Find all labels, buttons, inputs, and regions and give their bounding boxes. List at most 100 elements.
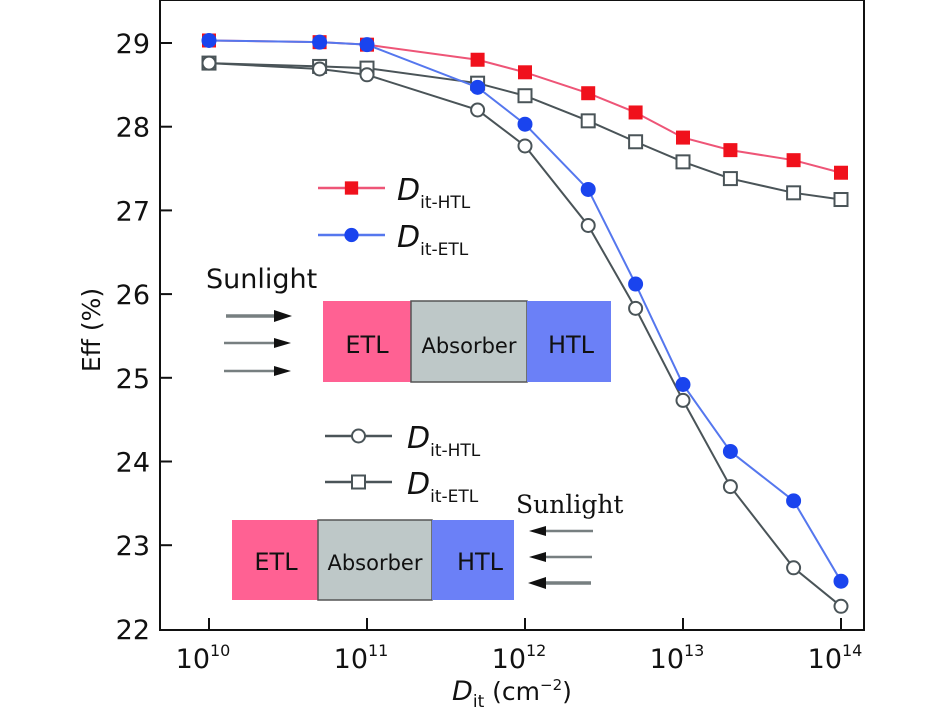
data-point xyxy=(723,143,738,158)
top-arrow-head-icon xyxy=(274,366,291,376)
data-point xyxy=(833,598,849,614)
legend-item: Dit-HTL xyxy=(318,173,471,213)
y-axis: 22 23 24 25 26 27 28 29 xyxy=(116,29,172,646)
series-open-circle xyxy=(201,55,849,614)
data-point xyxy=(518,65,532,80)
y-tick-label: 23 xyxy=(116,531,150,562)
bottom-absorber-layer xyxy=(317,519,433,601)
data-point xyxy=(628,276,644,292)
x-tick-label: 1011 xyxy=(334,641,389,675)
bottom-arrow-head-icon xyxy=(529,526,546,536)
legend-label: Dit-ETL xyxy=(407,467,479,507)
y-tick-label: 25 xyxy=(116,364,150,395)
data-point xyxy=(201,55,217,71)
data-point xyxy=(786,493,802,509)
legend: Dit-HTL Dit-ETL Dit-HTL Dit-ETL xyxy=(318,173,481,507)
series-filled-square xyxy=(202,33,848,180)
bottom-htl-layer xyxy=(432,520,514,600)
data-point xyxy=(628,134,644,150)
data-point xyxy=(581,86,596,101)
x-axis-title-unit: (cm xyxy=(484,677,540,706)
legend-item: Dit-ETL xyxy=(318,220,469,260)
y-tick-label: 28 xyxy=(116,113,150,144)
legend-marker-icon xyxy=(351,428,366,444)
y-tick-label: 29 xyxy=(116,29,150,60)
x-tick-label: 1010 xyxy=(176,641,231,675)
data-point xyxy=(580,181,596,197)
top-sunlight-arrows xyxy=(224,310,292,376)
legend-label: Dit-ETL xyxy=(397,220,469,260)
data-point xyxy=(834,165,848,180)
x-axis-title-unit-close: ) xyxy=(562,677,572,706)
x-tick-label: 1012 xyxy=(492,641,547,675)
legend-marker-icon xyxy=(344,181,359,195)
data-point xyxy=(628,105,643,120)
bottom-arrow-head-icon xyxy=(529,552,546,562)
top-htl-label: HTL xyxy=(548,331,595,359)
legend-marker-icon xyxy=(351,474,366,490)
data-point xyxy=(833,192,849,208)
data-point xyxy=(722,171,738,187)
data-point xyxy=(722,443,738,459)
data-point xyxy=(675,392,691,408)
y-tick-label: 24 xyxy=(116,448,150,479)
top-device-schematic: Sunlight ETL Absorber HTL xyxy=(206,264,611,383)
x-tick-label: 1013 xyxy=(650,641,705,675)
bottom-htl-label: HTL xyxy=(457,548,504,576)
data-point xyxy=(786,185,802,201)
y-tick-label: 26 xyxy=(116,280,150,311)
x-axis: 1010 1011 1012 1013 1014 xyxy=(176,618,863,675)
data-point xyxy=(786,560,802,576)
bottom-absorber-label: Absorber xyxy=(327,551,422,575)
data-point xyxy=(359,37,375,53)
top-etl-layer xyxy=(323,301,411,382)
bottom-device-schematic: ETL Absorber HTL Sunlight xyxy=(232,490,623,601)
data-point xyxy=(676,130,690,145)
data-point xyxy=(628,300,644,316)
top-sunlight-label: Sunlight xyxy=(206,264,317,295)
bottom-etl-label: ETL xyxy=(254,548,298,576)
data-point xyxy=(786,153,801,168)
data-point xyxy=(517,138,533,154)
y-tick-label: 27 xyxy=(116,196,150,227)
data-point xyxy=(470,102,486,118)
top-arrow-head-icon xyxy=(274,338,291,348)
top-absorber-layer xyxy=(410,300,528,383)
data-point xyxy=(470,52,485,67)
bottom-sunlight-arrows xyxy=(528,526,593,589)
data-point xyxy=(833,573,849,589)
data-point xyxy=(201,32,217,48)
bottom-arrow-head-icon xyxy=(528,577,546,589)
x-axis-title-sub: it xyxy=(473,692,485,712)
y-tick-label: 22 xyxy=(116,615,150,646)
top-arrow-head-icon xyxy=(274,310,292,322)
legend-item: Dit-ETL xyxy=(325,467,479,507)
series-layer xyxy=(201,32,849,614)
top-etl-label: ETL xyxy=(345,331,389,359)
data-point xyxy=(359,67,375,83)
data-point xyxy=(470,79,486,95)
data-point xyxy=(517,88,533,104)
legend-marker-icon xyxy=(344,227,359,243)
y-axis-title: Eff (%) xyxy=(77,288,106,372)
data-point xyxy=(580,217,596,233)
x-axis-title-main: D xyxy=(452,676,473,707)
bottom-sunlight-label: Sunlight xyxy=(516,490,623,519)
axes xyxy=(159,0,865,631)
top-htl-layer xyxy=(527,301,611,382)
top-absorber-label: Absorber xyxy=(421,334,516,358)
x-tick-label: 1014 xyxy=(808,641,863,675)
legend-item: Dit-HTL xyxy=(325,421,481,461)
legend-label: Dit-HTL xyxy=(407,421,481,461)
x-axis-title: Dit (cm−2) xyxy=(452,676,572,712)
plot-frame xyxy=(159,0,865,631)
legend-label: Dit-HTL xyxy=(397,173,471,213)
data-point xyxy=(675,376,691,392)
data-point xyxy=(675,154,691,170)
bottom-etl-layer xyxy=(232,520,318,600)
data-point xyxy=(722,479,738,495)
data-point xyxy=(312,34,328,50)
data-point xyxy=(312,61,328,77)
data-point xyxy=(580,113,596,129)
